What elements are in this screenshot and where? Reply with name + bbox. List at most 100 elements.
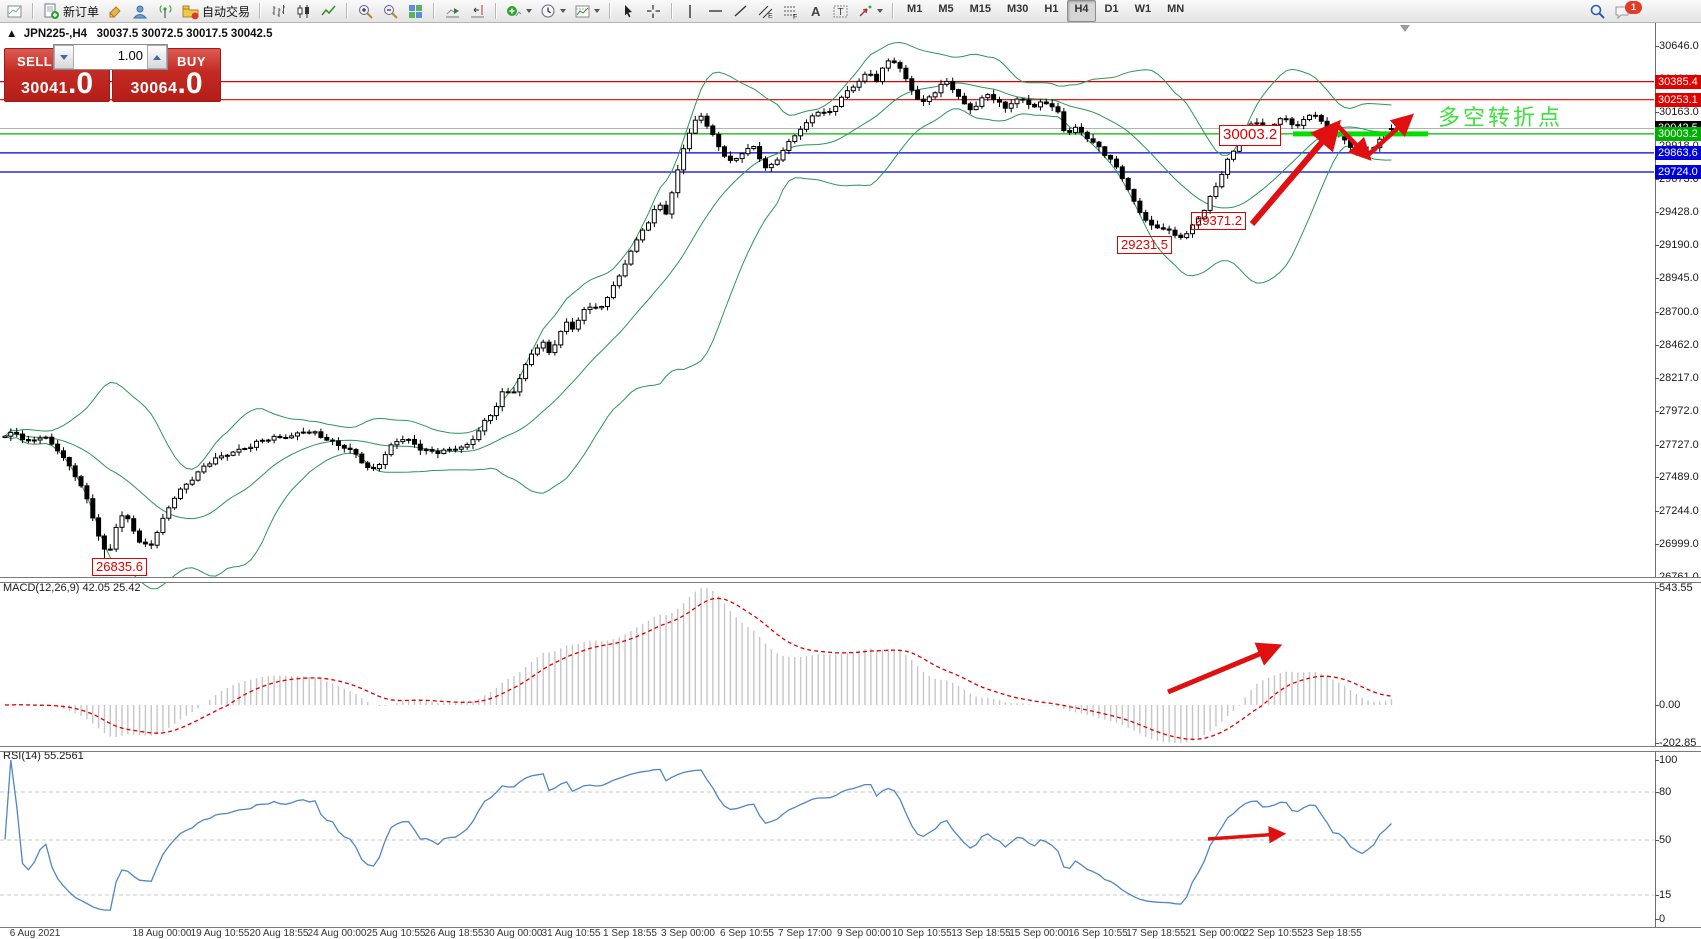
price-tick-mark — [1655, 544, 1659, 545]
chevron-down-icon — [594, 9, 601, 13]
triangle-up-icon — [153, 54, 161, 60]
rsi-pane-separator[interactable] — [0, 746, 1701, 752]
arrows-icon — [857, 3, 874, 20]
chart-shift-marker[interactable] — [1400, 25, 1410, 32]
auto-scroll-icon — [444, 3, 461, 20]
tile-windows-button[interactable] — [403, 0, 428, 22]
price-tick-mark — [1655, 378, 1659, 379]
time-axis-label: 19 Aug 10:55 — [190, 928, 250, 939]
bar-chart-mode-button[interactable] — [266, 0, 291, 22]
zoom-in-button[interactable] — [353, 0, 378, 22]
auto-trading-label: 自动交易 — [202, 4, 251, 19]
timeframe-w1-button[interactable]: W1 — [1134, 3, 1152, 15]
new-order-button[interactable]: 新订单 — [39, 0, 103, 22]
price-annotation-label[interactable]: 30003.2 — [1219, 125, 1282, 146]
text-tool-button[interactable]: A — [803, 0, 828, 22]
indicators-list-button[interactable] — [502, 0, 536, 22]
signals-button[interactable] — [153, 0, 178, 22]
periods-button[interactable] — [536, 0, 570, 22]
buy-price: 30064.0 — [130, 67, 203, 100]
toolbar-separator — [259, 3, 262, 19]
rsi-tick-label: 50 — [1659, 834, 1672, 846]
time-axis-label: 9 Sep 00:00 — [837, 928, 891, 939]
timeframe-m15-button[interactable]: M15 — [969, 3, 991, 15]
price-tick-label: 27972.0 — [1659, 405, 1699, 417]
templates-button[interactable] — [570, 0, 604, 22]
cursor-tool-button[interactable] — [616, 0, 641, 22]
price-annotation-label[interactable]: 26835.6 — [92, 558, 147, 577]
toolbar-separator — [433, 3, 436, 19]
candle-chart-icon — [295, 3, 312, 20]
time-axis-separator — [0, 927, 1701, 928]
profiles-button[interactable] — [128, 0, 153, 22]
notifications-button[interactable]: 1 — [1610, 0, 1642, 22]
auto-scroll-button[interactable] — [440, 0, 465, 22]
signal-icon — [157, 3, 174, 20]
trend-note-text[interactable]: 多空转折点 — [1438, 105, 1564, 130]
macd-tick-mark — [1655, 705, 1659, 706]
autotrade-icon — [182, 3, 199, 20]
macd-pane-separator[interactable] — [0, 577, 1701, 583]
volume-decrease-button[interactable] — [54, 45, 74, 69]
price-tag: 30385.4 — [1655, 75, 1701, 89]
time-axis-label: 6 Aug 2021 — [9, 928, 61, 939]
macd-tick-label: 543.55 — [1659, 582, 1693, 594]
time-axis-label: 25 Aug 10:55 — [366, 928, 426, 939]
chevron-down-icon — [526, 9, 533, 13]
line-chart-mode-button[interactable] — [316, 0, 341, 22]
trendline-tool-button[interactable] — [728, 0, 753, 22]
chart-shift-button[interactable] — [465, 0, 490, 22]
toolbar-group-chart-type — [264, 0, 343, 22]
sell-price: 30041.0 — [20, 67, 94, 100]
price-tick-mark — [1655, 245, 1659, 246]
toolbar-group-zoom — [351, 0, 430, 22]
equidistant-channel-tool-button[interactable]: E — [753, 0, 778, 22]
timeframe-mn-button[interactable]: MN — [1167, 3, 1185, 15]
zoom-out-button[interactable] — [378, 0, 403, 22]
volume-input[interactable]: 1.00 — [117, 48, 143, 63]
toolbar-right-group: 1 — [1585, 0, 1642, 22]
toolbar-group-chart-tools — [500, 0, 606, 22]
candle-chart-mode-button[interactable] — [291, 0, 316, 22]
volume-increase-button[interactable] — [147, 45, 167, 69]
tile-windows-icon — [407, 3, 424, 20]
price-tag: 30253.1 — [1655, 93, 1701, 107]
arrows-tool-button[interactable] — [853, 0, 887, 22]
macd-label: MACD(12,26,9) 42.05 25.42 — [3, 582, 141, 594]
timeframe-h4-button[interactable]: H4 — [1067, 0, 1096, 22]
fibonacci-tool-button[interactable]: F — [778, 0, 803, 22]
price-tick-label: 30646.0 — [1659, 40, 1699, 52]
rsi-tick-label: 80 — [1659, 786, 1672, 798]
timeframe-m5-button[interactable]: M5 — [938, 3, 954, 15]
time-axis-label: 26 Aug 18:55 — [424, 928, 484, 939]
svg-text:A: A — [811, 4, 821, 19]
macd-tick-mark — [1655, 588, 1659, 589]
price-tick-label: 28945.0 — [1659, 272, 1699, 284]
toolbar-group-window — [0, 0, 29, 22]
styler-button[interactable] — [103, 0, 128, 22]
timeframe-group: M1 M5 M15 M30 H1 H4 D1 W1 MN — [897, 0, 1194, 22]
price-tag: 30003.2 — [1655, 127, 1701, 141]
zoom-out-icon — [382, 3, 399, 20]
timeframe-m30-button[interactable]: M30 — [1007, 3, 1029, 15]
timeframe-d1-button[interactable]: D1 — [1104, 3, 1119, 15]
search-button[interactable] — [1585, 0, 1610, 22]
text-label-tool-button[interactable]: T — [828, 0, 853, 22]
sell-button[interactable]: SELL 30041.0 — [4, 48, 110, 102]
horizontal-line-tool-button[interactable] — [703, 0, 728, 22]
auto-trading-button[interactable]: 自动交易 — [178, 0, 254, 22]
price-tick-label: 27489.0 — [1659, 471, 1699, 483]
time-axis-label: 21 Sep 00:00 — [1185, 928, 1245, 939]
toolbar-separator — [495, 3, 498, 19]
price-tick-mark — [1655, 511, 1659, 512]
timeframe-h1-button[interactable]: H1 — [1044, 3, 1059, 15]
price-annotation-label[interactable]: 29231.5 — [1117, 236, 1172, 255]
crosshair-tool-button[interactable] — [641, 0, 666, 22]
price-annotation-label[interactable]: 29371.2 — [1191, 212, 1246, 231]
chart-window-button[interactable] — [2, 0, 27, 22]
toolbar-group-cursor — [614, 0, 668, 22]
timeframe-m1-button[interactable]: M1 — [907, 3, 923, 15]
line-chart-icon — [320, 3, 337, 20]
vertical-line-tool-button[interactable] — [678, 0, 703, 22]
chart-shift-icon — [469, 3, 486, 20]
